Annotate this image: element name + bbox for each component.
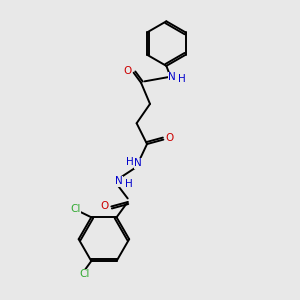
Text: H: H xyxy=(125,179,133,189)
Text: Cl: Cl xyxy=(80,269,90,279)
Text: Cl: Cl xyxy=(70,204,80,214)
Text: N: N xyxy=(115,176,123,186)
Text: O: O xyxy=(101,202,109,212)
Text: O: O xyxy=(166,133,174,143)
Text: O: O xyxy=(123,66,131,76)
Text: N: N xyxy=(134,158,142,168)
Text: H: H xyxy=(126,157,134,167)
Text: H: H xyxy=(178,74,186,84)
Text: N: N xyxy=(168,72,176,82)
